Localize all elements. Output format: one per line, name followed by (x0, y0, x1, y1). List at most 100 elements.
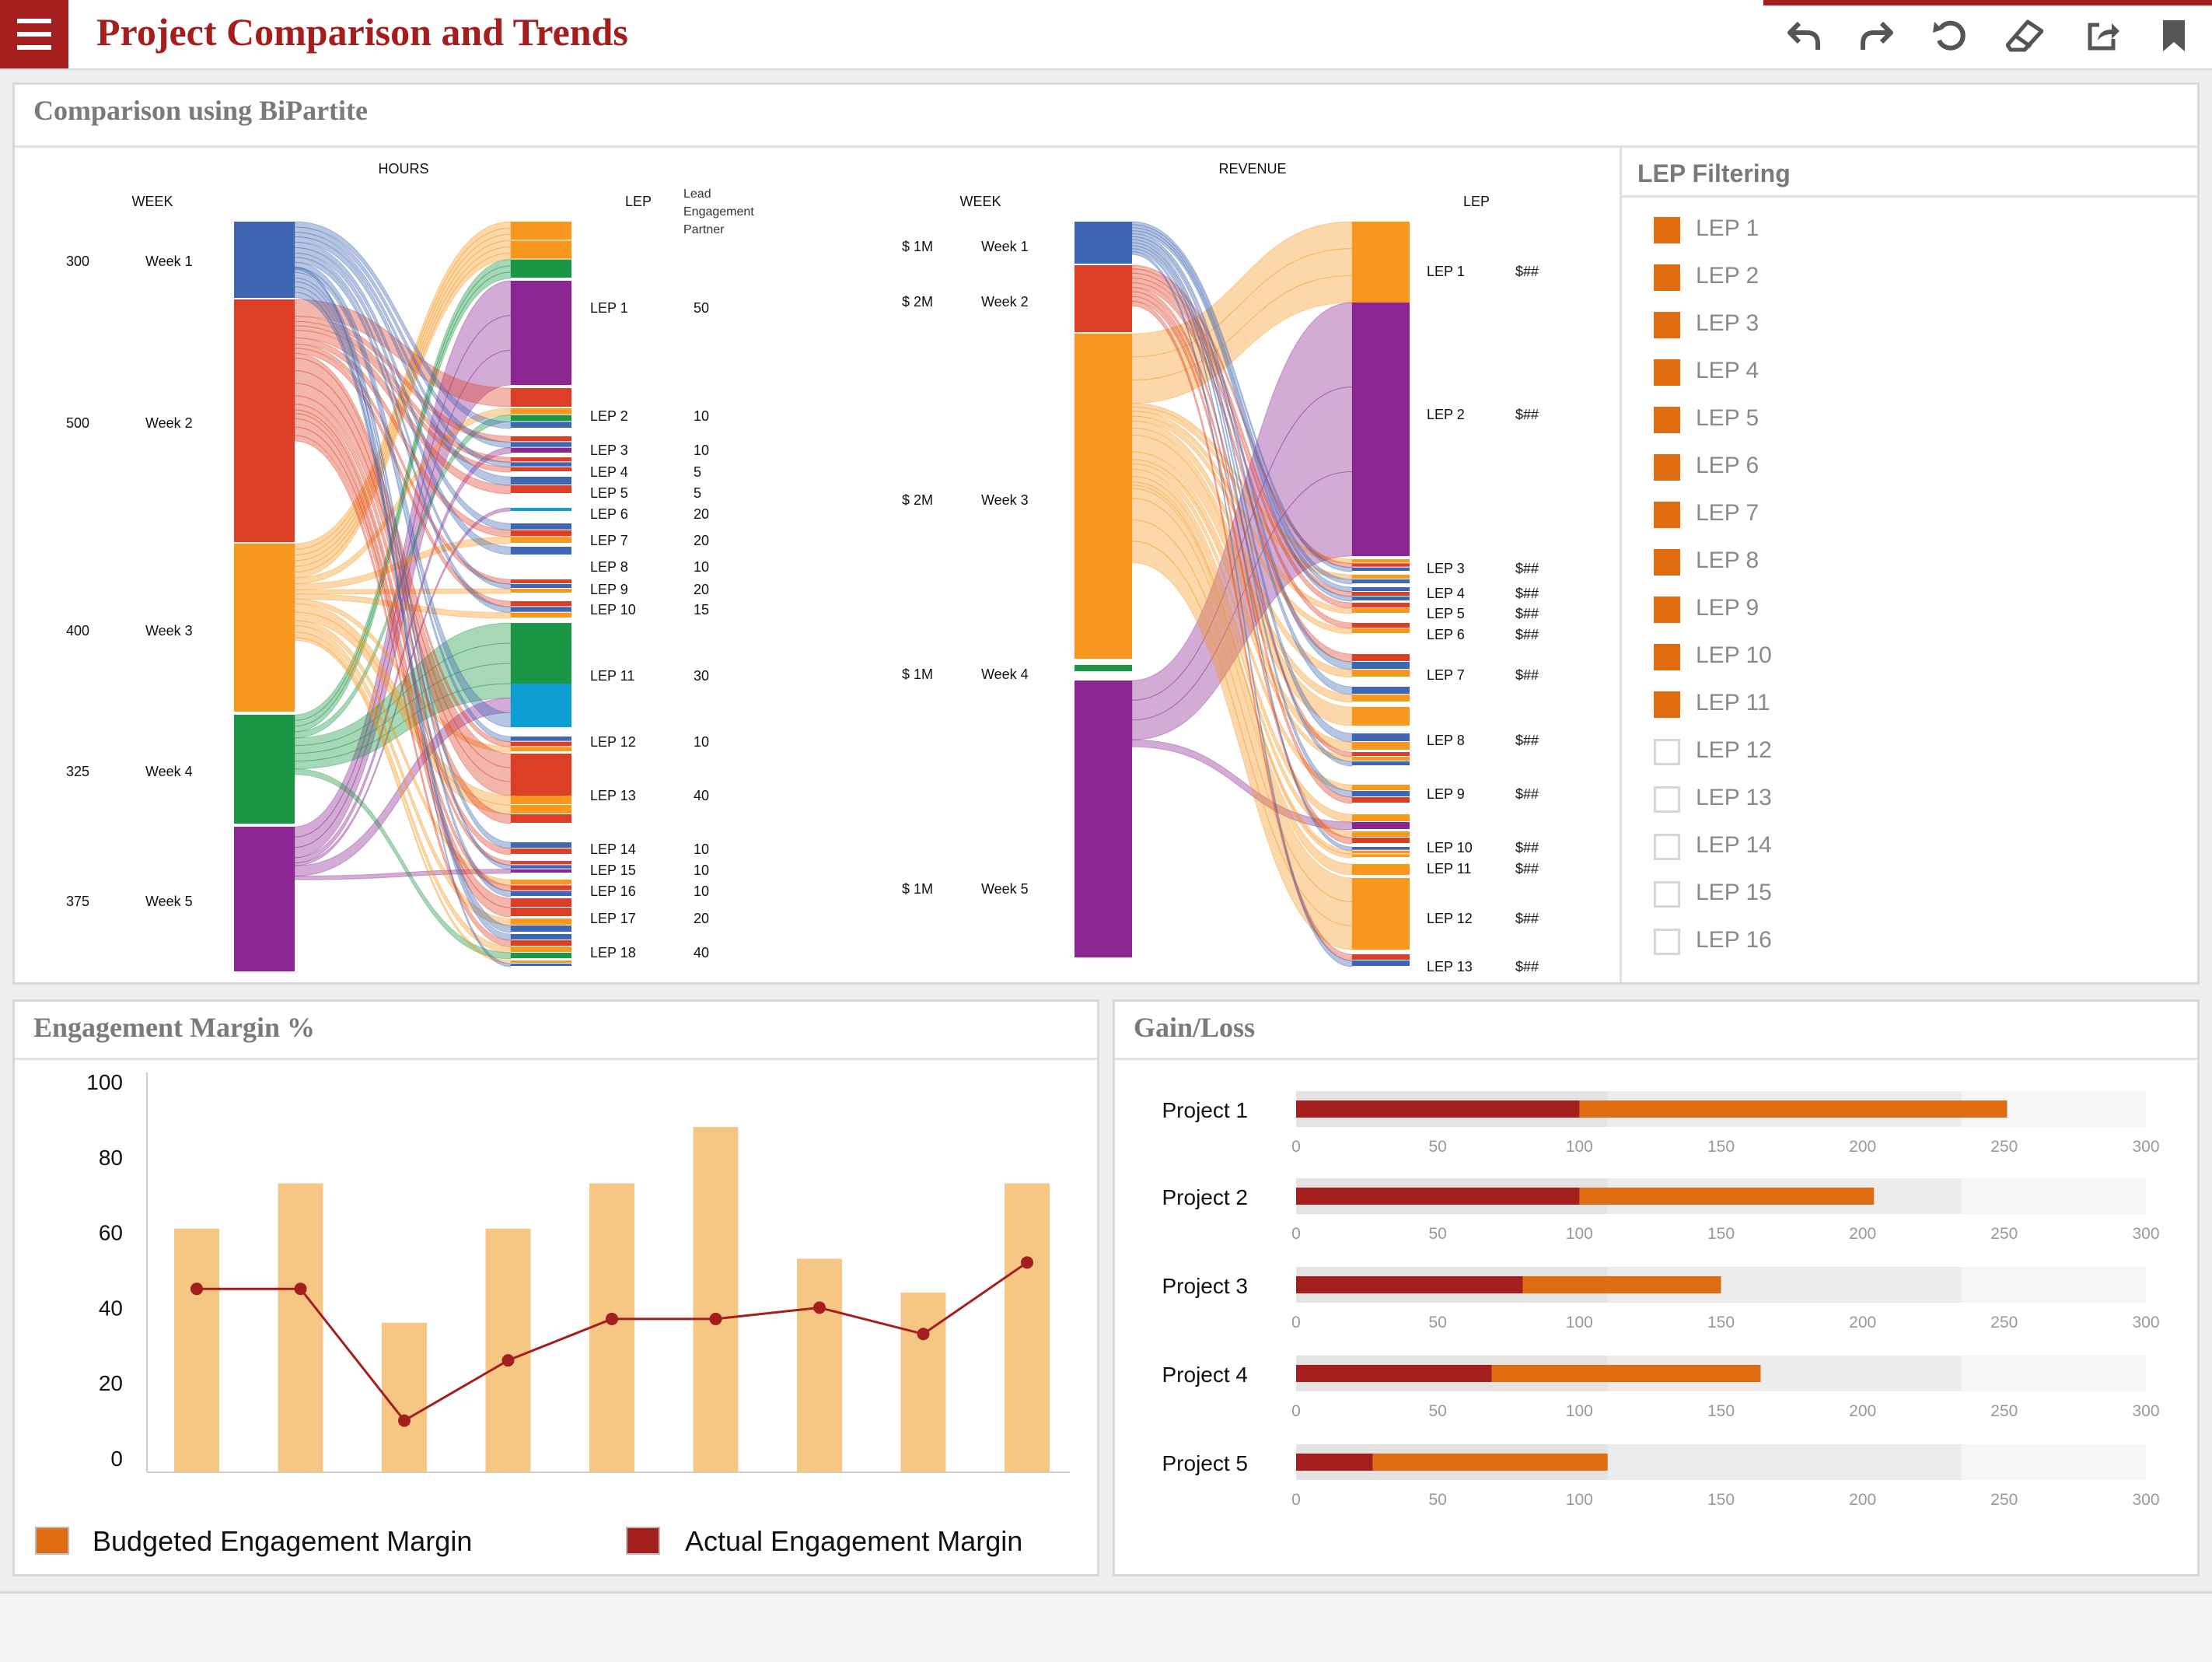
lep-checkbox[interactable] (1654, 217, 1680, 243)
lep-bar-segment (1352, 222, 1410, 303)
share-icon[interactable] (2084, 17, 2121, 54)
lep-label: LEP 6 (590, 506, 628, 522)
lep-bar-segment (511, 880, 571, 885)
lep-bar-segment (511, 467, 571, 471)
lep-filter-label: LEP 3 (1696, 310, 1759, 336)
x-tick-label: 150 (1707, 1491, 1735, 1509)
flow-link (294, 221, 512, 429)
bipartite-chart: HOURS WEEK LEP 300 Week 1 500 Week 2 400 Week 3 3… (66, 161, 1539, 974)
lep-filter-label: LEP 14 (1696, 832, 1772, 858)
gainloss-title: Gain/Loss (1134, 1012, 1256, 1043)
flow-link (1131, 403, 1353, 564)
lep-bar-segment (1352, 757, 1410, 761)
lep-label: LEP 16 (590, 883, 636, 899)
lep-value: $## (1515, 840, 1539, 855)
x-tick-label: 100 (1566, 1402, 1593, 1420)
lep-bar-segment (1352, 831, 1410, 837)
refresh-icon[interactable] (1931, 17, 1969, 54)
y-tick-label: 0 (110, 1447, 123, 1471)
eraser-icon[interactable] (2006, 17, 2043, 54)
lep-checkbox[interactable] (1654, 597, 1680, 623)
flow-link (294, 337, 512, 537)
x-tick-label: 200 (1849, 1491, 1876, 1509)
lep-value: $## (1515, 407, 1539, 422)
bookmark-icon[interactable] (2155, 17, 2193, 54)
lep-label: LEP 5 (590, 485, 628, 501)
lep-checkbox[interactable] (1654, 312, 1680, 338)
x-tick-label: 150 (1707, 1138, 1735, 1156)
lep-bar-segment (511, 422, 571, 428)
flow-link (294, 869, 512, 880)
project-label: Project 4 (1162, 1363, 1249, 1387)
actual-point (917, 1328, 930, 1341)
week-bar (234, 827, 295, 971)
lep-value: 20 (694, 911, 709, 926)
x-tick-label: 100 (1566, 1314, 1593, 1331)
lep-label: LEP 18 (590, 945, 636, 960)
lep-bar-segment (1352, 563, 1410, 567)
legend-swatch-actual (626, 1527, 660, 1555)
lep-checkbox[interactable] (1654, 834, 1680, 860)
lep-bar-segment (511, 530, 571, 537)
lep-checkbox[interactable] (1654, 264, 1680, 291)
lep-checkbox[interactable] (1654, 691, 1680, 718)
lep-bar-segment (511, 865, 571, 869)
lep-checkbox[interactable] (1654, 929, 1680, 955)
flow-link (1131, 427, 1353, 703)
x-tick-label: 250 (1990, 1138, 2018, 1156)
lep-bar-segment (511, 741, 571, 747)
undo-icon[interactable] (1785, 17, 1822, 54)
lep-label: LEP 15 (590, 862, 636, 878)
lep-checkbox[interactable] (1654, 739, 1680, 765)
actual-point (190, 1282, 203, 1296)
flow-link (294, 426, 512, 918)
lep-bar-segment (1352, 579, 1410, 583)
lep-checkbox[interactable] (1654, 359, 1680, 386)
actual-point (398, 1414, 411, 1427)
lep-checkbox[interactable] (1654, 644, 1680, 670)
project-label: Project 2 (1162, 1185, 1249, 1209)
lep-label: LEP 14 (590, 841, 636, 857)
week-label: Week 4 (145, 764, 193, 779)
lep-bar-segment (511, 737, 571, 741)
x-tick-label: 150 (1707, 1402, 1735, 1420)
lep-value: 10 (694, 862, 709, 878)
lep-label: LEP 1 (1427, 264, 1465, 279)
lep-checkbox[interactable] (1654, 502, 1680, 528)
flow-link (294, 330, 512, 495)
lep-bar-segment (511, 848, 571, 854)
lep-bar-segment (511, 281, 571, 385)
flow-link (294, 768, 512, 960)
lep-checkbox[interactable] (1654, 881, 1680, 908)
lep-filter-label: LEP 15 (1696, 880, 1772, 905)
lep-label: LEP 9 (590, 582, 628, 597)
hamburger-menu-button[interactable] (0, 0, 68, 68)
budgeted-bar (693, 1127, 739, 1472)
lep-bar-segment (511, 842, 571, 848)
lep-bar-segment (511, 869, 571, 873)
lep-label: LEP 4 (590, 464, 628, 480)
lep-value: $## (1515, 627, 1539, 642)
lep-checkbox[interactable] (1654, 454, 1680, 481)
lep-subtitle-line: Engagement (683, 205, 754, 219)
budgeted-bar (485, 1228, 531, 1472)
week-label: Week 5 (981, 881, 1029, 897)
week-value: 375 (66, 894, 89, 909)
lep-checkbox[interactable] (1654, 786, 1680, 813)
flow-link (294, 415, 512, 739)
redo-icon[interactable] (1858, 17, 1896, 54)
y-tick-label: 100 (86, 1070, 123, 1094)
x-tick-label: 300 (2132, 1314, 2159, 1331)
legend-label-budgeted: Budgeted Engagement Margin (93, 1525, 473, 1557)
lep-checkbox[interactable] (1654, 549, 1680, 576)
lep-value: $## (1515, 959, 1539, 974)
lep-checkbox[interactable] (1654, 407, 1680, 433)
lep-bar-segment (1352, 567, 1410, 571)
flow-link (1131, 221, 1353, 572)
lep-value: 10 (694, 559, 709, 575)
gain-loss-row: Project 4 0 50 100 150 200 250 300 (1162, 1356, 2160, 1420)
week-value: 400 (66, 623, 89, 639)
band-high (1962, 1267, 2146, 1303)
lep-bar-segment (511, 579, 571, 583)
band-high (1962, 1444, 2146, 1480)
